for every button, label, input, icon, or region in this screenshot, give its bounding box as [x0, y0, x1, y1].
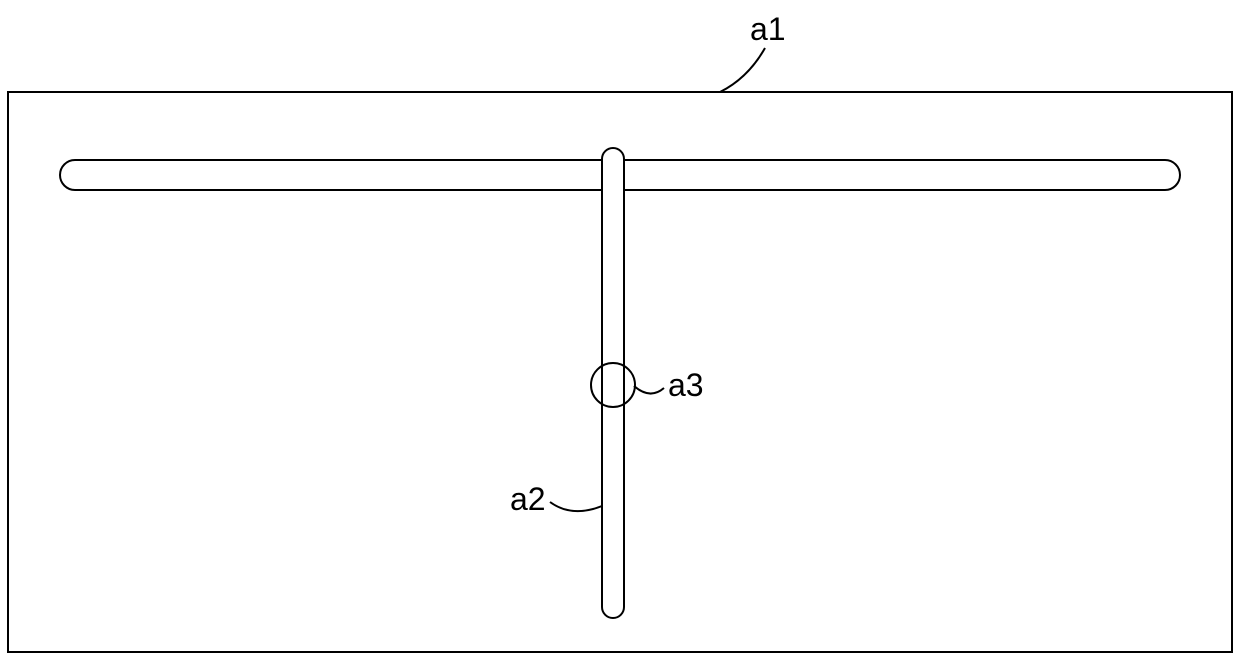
- label-a3: a3: [668, 367, 704, 403]
- leader-a2: [550, 502, 602, 511]
- leader-a1: [720, 48, 765, 92]
- label-a1: a1: [750, 11, 786, 47]
- leader-a3: [634, 386, 664, 394]
- vertical-slot: [602, 148, 624, 618]
- label-a2: a2: [510, 481, 546, 517]
